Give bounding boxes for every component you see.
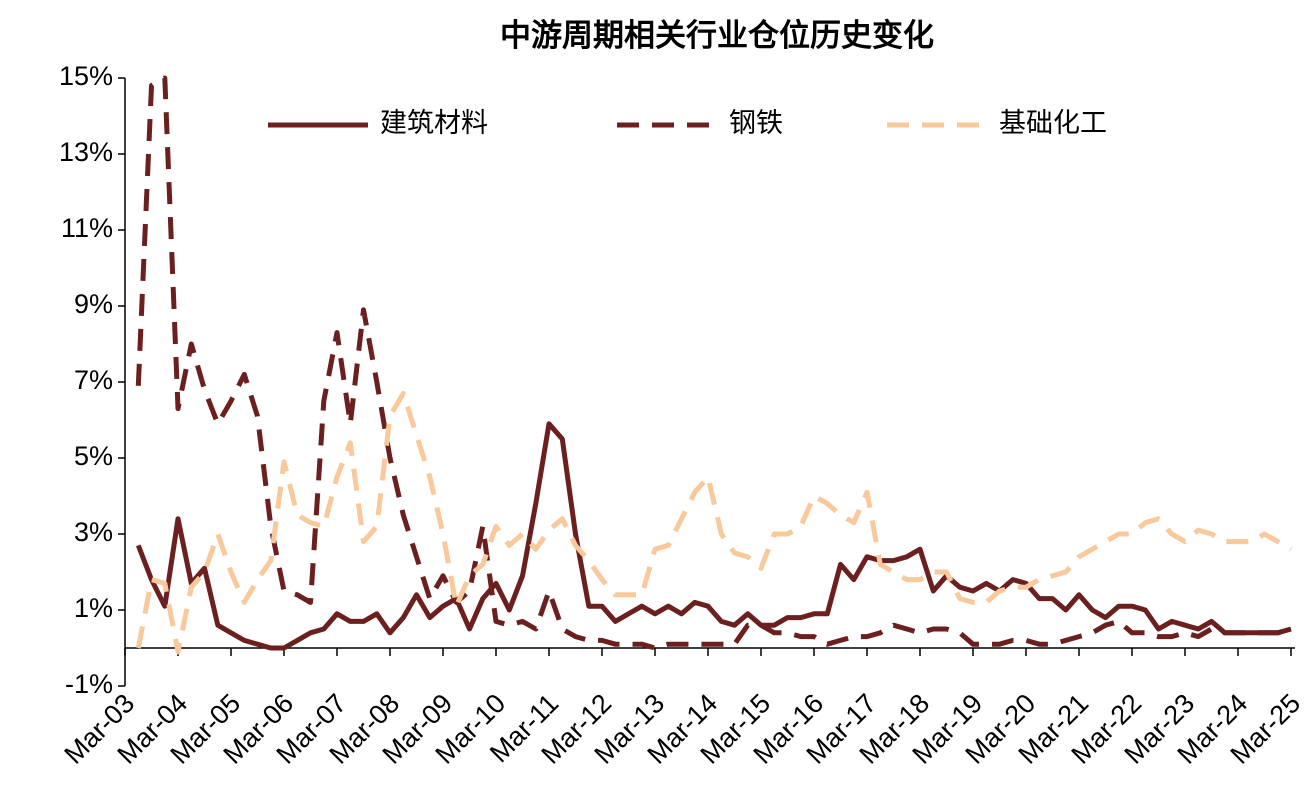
series-line bbox=[135, 75, 1292, 651]
y-tick-label: 9% bbox=[74, 289, 113, 319]
y-tick-label: 13% bbox=[59, 137, 113, 167]
y-tick-label: 1% bbox=[74, 593, 113, 623]
legend-label: 基础化工 bbox=[999, 108, 1107, 138]
y-tick-label: 7% bbox=[74, 365, 113, 395]
legend-label: 钢铁 bbox=[729, 108, 783, 138]
y-tick-label: -1% bbox=[65, 669, 113, 699]
y-tick-label: 5% bbox=[74, 441, 113, 471]
legend-label: 建筑材料 bbox=[380, 108, 488, 138]
y-tick-label: 15% bbox=[59, 61, 113, 91]
series-line bbox=[135, 421, 1292, 651]
y-tick-label: 11% bbox=[61, 213, 113, 243]
y-tick-label: 3% bbox=[74, 517, 113, 547]
series-line bbox=[135, 390, 1293, 655]
chart-title: 中游周期相关行业仓位历史变化 bbox=[500, 18, 934, 53]
